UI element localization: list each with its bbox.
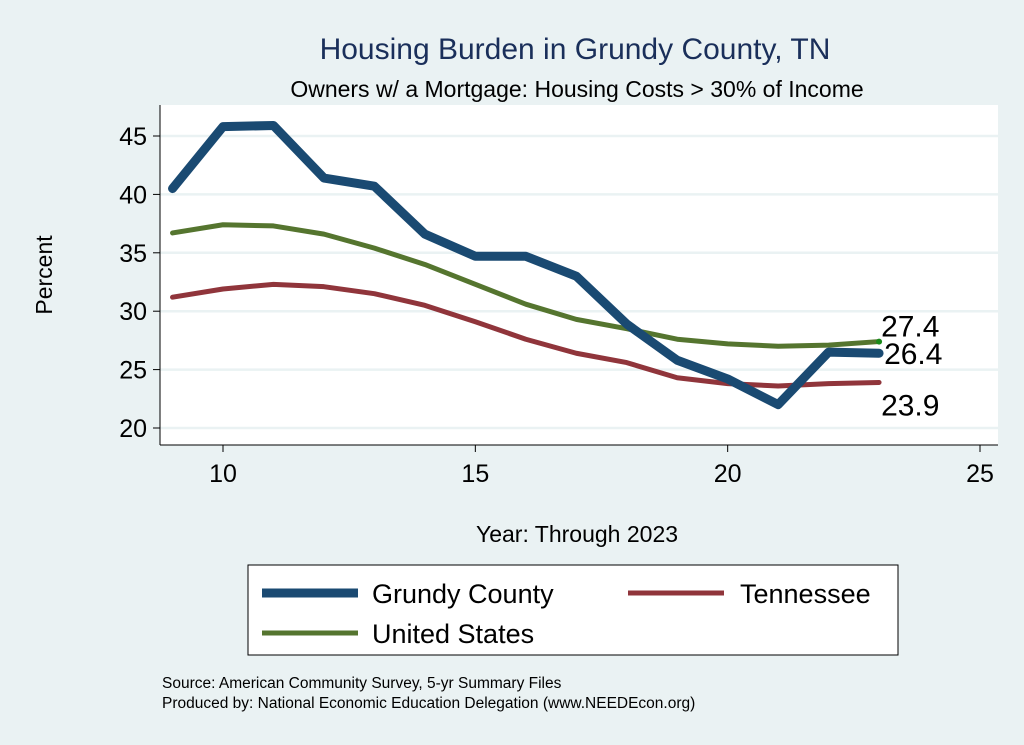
- chart-subtitle: Owners w/ a Mortgage: Housing Costs > 30…: [290, 76, 863, 102]
- end-marker: [876, 338, 883, 345]
- y-tick-label: 30: [119, 298, 147, 326]
- series-line-tennessee: [170, 281, 882, 389]
- legend-label: United States: [372, 619, 534, 649]
- y-tick-label: 25: [119, 357, 147, 385]
- end-label: 27.4: [881, 311, 939, 344]
- legend-box: [247, 564, 899, 656]
- x-axis-label: Year: Through 2023: [476, 521, 678, 547]
- y-tick-label: 40: [119, 181, 147, 209]
- series-line-united-states: [170, 222, 882, 349]
- legend-label: Tennessee: [740, 579, 871, 609]
- source-note: Source: American Community Survey, 5-yr …: [162, 675, 562, 692]
- y-axis-label: Percent: [31, 235, 57, 315]
- y-tick-label: 45: [119, 123, 147, 151]
- end-label: 26.4: [884, 338, 942, 371]
- produced-by-note: Produced by: National Economic Education…: [162, 695, 695, 712]
- series-line-grundy-county: [168, 120, 884, 410]
- x-tick-label: 10: [209, 460, 237, 488]
- x-tick-label: 25: [966, 460, 994, 488]
- end-label: 23.9: [881, 389, 939, 422]
- x-tick-label: 15: [461, 460, 489, 488]
- y-tick-label: 35: [119, 240, 147, 268]
- legend-label: Grundy County: [372, 579, 554, 609]
- chart-title: Housing Burden in Grundy County, TN: [320, 33, 831, 66]
- x-tick-label: 20: [714, 460, 742, 488]
- y-tick-label: 20: [119, 415, 147, 443]
